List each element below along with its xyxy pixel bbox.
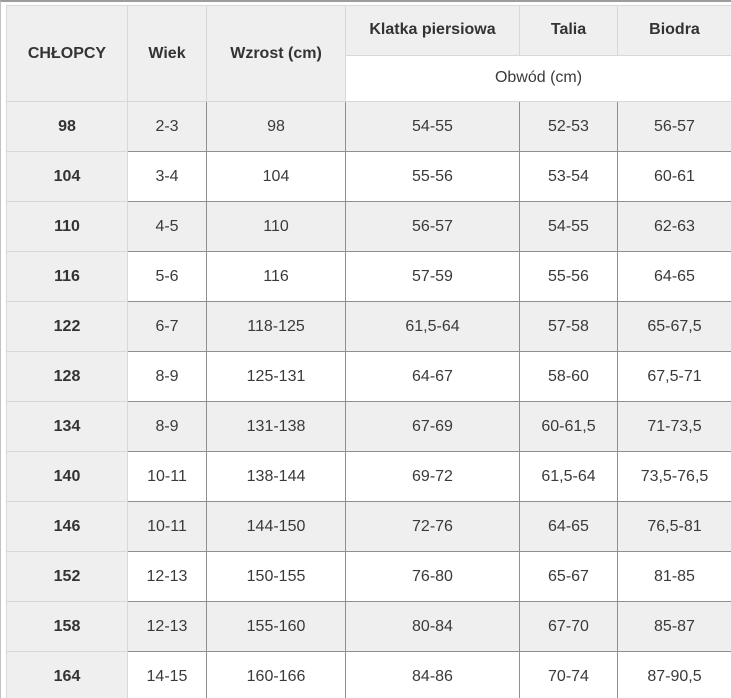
size-chart-table: CHŁOPCY Wiek Wzrost (cm) Klatka piersiow… bbox=[6, 5, 731, 698]
age-cell: 8-9 bbox=[127, 351, 207, 402]
hips-cell: 64-65 bbox=[617, 251, 731, 302]
size-cell: 128 bbox=[6, 351, 128, 402]
waist-cell: 64-65 bbox=[519, 501, 618, 552]
hips-cell: 76,5-81 bbox=[617, 501, 731, 552]
chest-cell: 69-72 bbox=[345, 451, 520, 502]
height-cell: 138-144 bbox=[206, 451, 346, 502]
table-row: 134 8-9 131-138 67-69 60-61,5 71-73,5 bbox=[6, 401, 731, 452]
table-row: 152 12-13 150-155 76-80 65-67 81-85 bbox=[6, 551, 731, 602]
table-row: 98 2-3 98 54-55 52-53 56-57 bbox=[6, 101, 731, 152]
column-header-boys: CHŁOPCY bbox=[6, 5, 128, 102]
column-header-chest: Klatka piersiowa bbox=[345, 5, 520, 56]
chest-cell: 80-84 bbox=[345, 601, 520, 652]
column-header-waist: Talia bbox=[519, 5, 618, 56]
column-header-age: Wiek bbox=[127, 5, 207, 102]
waist-cell: 67-70 bbox=[519, 601, 618, 652]
age-cell: 5-6 bbox=[127, 251, 207, 302]
age-cell: 4-5 bbox=[127, 201, 207, 252]
height-cell: 131-138 bbox=[206, 401, 346, 452]
waist-cell: 55-56 bbox=[519, 251, 618, 302]
header-row-main: CHŁOPCY Wiek Wzrost (cm) Klatka piersiow… bbox=[6, 5, 731, 102]
chest-cell: 55-56 bbox=[345, 151, 520, 202]
waist-cell: 53-54 bbox=[519, 151, 618, 202]
waist-cell: 54-55 bbox=[519, 201, 618, 252]
table-row: 164 14-15 160-166 84-86 70-74 87-90,5 bbox=[6, 651, 731, 698]
height-cell: 116 bbox=[206, 251, 346, 302]
size-cell: 140 bbox=[6, 451, 128, 502]
table-row: 146 10-11 144-150 72-76 64-65 76,5-81 bbox=[6, 501, 731, 552]
chest-cell: 56-57 bbox=[345, 201, 520, 252]
hips-cell: 60-61 bbox=[617, 151, 731, 202]
size-cell: 134 bbox=[6, 401, 128, 452]
size-cell: 104 bbox=[6, 151, 128, 202]
table-row: 104 3-4 104 55-56 53-54 60-61 bbox=[6, 151, 731, 202]
age-cell: 8-9 bbox=[127, 401, 207, 452]
hips-cell: 73,5-76,5 bbox=[617, 451, 731, 502]
age-cell: 14-15 bbox=[127, 651, 207, 698]
waist-cell: 70-74 bbox=[519, 651, 618, 698]
age-cell: 10-11 bbox=[127, 501, 207, 552]
chest-cell: 67-69 bbox=[345, 401, 520, 452]
hips-cell: 67,5-71 bbox=[617, 351, 731, 402]
size-cell: 116 bbox=[6, 251, 128, 302]
hips-cell: 81-85 bbox=[617, 551, 731, 602]
table-header: CHŁOPCY Wiek Wzrost (cm) Klatka piersiow… bbox=[6, 5, 731, 103]
height-cell: 110 bbox=[206, 201, 346, 252]
height-cell: 125-131 bbox=[206, 351, 346, 402]
height-cell: 160-166 bbox=[206, 651, 346, 698]
table-body: 98 2-3 98 54-55 52-53 56-57 104 3-4 104 55-56 53-5… bbox=[6, 101, 731, 698]
table-row: 110 4-5 110 56-57 54-55 62-63 bbox=[6, 201, 731, 252]
table-row: 122 6-7 118-125 61,5-64 57-58 65-67,5 bbox=[6, 301, 731, 352]
age-cell: 2-3 bbox=[127, 101, 207, 152]
hips-cell: 85-87 bbox=[617, 601, 731, 652]
size-cell: 164 bbox=[6, 651, 128, 698]
hips-cell: 71-73,5 bbox=[617, 401, 731, 452]
height-cell: 144-150 bbox=[206, 501, 346, 552]
size-cell: 122 bbox=[6, 301, 128, 352]
chest-cell: 64-67 bbox=[345, 351, 520, 402]
table-row: 140 10-11 138-144 69-72 61,5-64 73,5-76,5 bbox=[6, 451, 731, 502]
waist-cell: 61,5-64 bbox=[519, 451, 618, 502]
chest-cell: 57-59 bbox=[345, 251, 520, 302]
age-cell: 3-4 bbox=[127, 151, 207, 202]
header-row-sub: Obwód (cm) bbox=[7, 54, 731, 103]
table-row: 116 5-6 116 57-59 55-56 64-65 bbox=[6, 251, 731, 302]
column-header-height: Wzrost (cm) bbox=[206, 5, 346, 102]
chest-cell: 72-76 bbox=[345, 501, 520, 552]
waist-cell: 65-67 bbox=[519, 551, 618, 602]
age-cell: 12-13 bbox=[127, 601, 207, 652]
size-cell: 152 bbox=[6, 551, 128, 602]
height-cell: 98 bbox=[206, 101, 346, 152]
height-cell: 104 bbox=[206, 151, 346, 202]
chest-cell: 54-55 bbox=[345, 101, 520, 152]
size-cell: 158 bbox=[6, 601, 128, 652]
waist-cell: 57-58 bbox=[519, 301, 618, 352]
hips-cell: 62-63 bbox=[617, 201, 731, 252]
age-cell: 6-7 bbox=[127, 301, 207, 352]
height-cell: 118-125 bbox=[206, 301, 346, 352]
subheader-circumference: Obwód (cm) bbox=[345, 54, 731, 103]
size-cell: 110 bbox=[6, 201, 128, 252]
height-cell: 155-160 bbox=[206, 601, 346, 652]
waist-cell: 52-53 bbox=[519, 101, 618, 152]
waist-cell: 60-61,5 bbox=[519, 401, 618, 452]
size-cell: 98 bbox=[6, 101, 128, 152]
column-header-hips: Biodra bbox=[617, 5, 731, 56]
chest-cell: 61,5-64 bbox=[345, 301, 520, 352]
hips-cell: 87-90,5 bbox=[617, 651, 731, 698]
age-cell: 12-13 bbox=[127, 551, 207, 602]
hips-cell: 56-57 bbox=[617, 101, 731, 152]
hips-cell: 65-67,5 bbox=[617, 301, 731, 352]
chest-cell: 84-86 bbox=[345, 651, 520, 698]
table-row: 128 8-9 125-131 64-67 58-60 67,5-71 bbox=[6, 351, 731, 402]
table-row: 158 12-13 155-160 80-84 67-70 85-87 bbox=[6, 601, 731, 652]
chest-cell: 76-80 bbox=[345, 551, 520, 602]
waist-cell: 58-60 bbox=[519, 351, 618, 402]
height-cell: 150-155 bbox=[206, 551, 346, 602]
age-cell: 10-11 bbox=[127, 451, 207, 502]
size-cell: 146 bbox=[6, 501, 128, 552]
